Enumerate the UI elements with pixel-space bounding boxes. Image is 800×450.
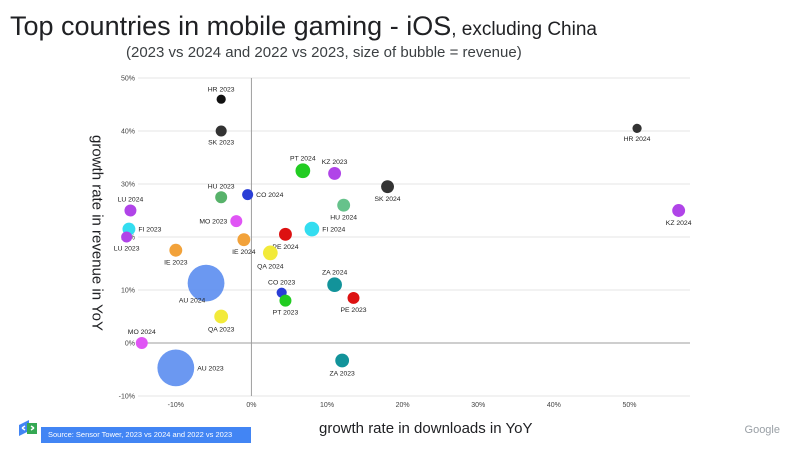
bubble-point <box>327 277 342 293</box>
bubble-label: LU 2024 <box>118 197 144 204</box>
bubble-label: AU 2024 <box>179 298 206 305</box>
bubble-label: PT 2024 <box>290 155 316 162</box>
y-tick-label: 0% <box>125 341 135 348</box>
bubble-label: IE 2023 <box>164 260 188 267</box>
bubble-label: ZA 2024 <box>322 269 348 276</box>
bubble-label: MO 2024 <box>128 329 156 336</box>
bubble-label: HU 2023 <box>208 183 235 190</box>
bubble-point <box>124 204 137 217</box>
bubble-point <box>632 123 642 133</box>
chart-title: Top countries in mobile gaming - iOS, ex… <box>10 6 597 43</box>
bubble-point <box>328 166 342 180</box>
y-tick-label: 10% <box>121 288 135 295</box>
chart-title-main: Top countries in mobile gaming - iOS <box>10 11 452 41</box>
bubble-point <box>237 233 251 247</box>
bubble-point <box>279 294 292 307</box>
chart-title-suffix: , excluding China <box>451 19 597 40</box>
bubble-label: PT 2023 <box>273 310 299 317</box>
bubble-label: FI 2023 <box>138 227 161 234</box>
source-note: Source: Sensor Tower, 2023 vs 2024 and 2… <box>41 427 251 443</box>
y-axis-label: growth rate in revenue in YoY <box>88 135 106 331</box>
bubble-point <box>381 180 394 194</box>
bubble-point <box>157 349 195 387</box>
bubble-label: SK 2024 <box>374 196 400 203</box>
bubble-point <box>335 353 350 368</box>
bubble-label: HU 2024 <box>330 215 357 222</box>
bubble-label: IE 2024 <box>232 249 256 256</box>
x-tick-label: 30% <box>471 402 485 409</box>
bubble-point <box>230 215 243 228</box>
bubble-label: FI 2024 <box>322 227 345 234</box>
bubble-point <box>279 227 292 241</box>
bubble-point <box>295 163 311 179</box>
bubble-point <box>304 221 320 237</box>
bubble-label: HR 2023 <box>208 87 235 94</box>
bubble-point <box>216 94 226 104</box>
y-tick-label: 30% <box>121 182 135 189</box>
bubble-label: MO 2023 <box>199 219 227 226</box>
y-tick-label: 50% <box>121 76 135 83</box>
bubble-label: ZA 2023 <box>330 370 356 377</box>
bubble-point <box>337 198 351 212</box>
bubble-label: SK 2023 <box>208 140 234 147</box>
bubble-label: KZ 2024 <box>666 220 692 227</box>
bubble-label: CO 2024 <box>256 192 283 199</box>
bubble-point <box>214 309 229 324</box>
bubble-label: AU 2023 <box>197 365 224 372</box>
x-tick-label: 10% <box>320 402 334 409</box>
x-tick-label: 50% <box>622 402 636 409</box>
bubble-point <box>187 264 225 302</box>
x-axis-label: growth rate in downloads in YoY <box>319 420 533 437</box>
chat-logo-icon <box>19 420 37 436</box>
bubble-label: PE 2024 <box>272 244 298 251</box>
x-tick-label: 20% <box>396 402 410 409</box>
chart-subtitle: (2023 vs 2024 and 2022 vs 2023, size of … <box>126 44 522 61</box>
bubble-label: PE 2023 <box>340 307 366 314</box>
bubble-point <box>135 337 148 349</box>
google-brand-logo: Google <box>744 424 780 436</box>
bubble-point <box>262 245 278 261</box>
bubble-point <box>672 204 686 217</box>
bubble-label: KZ 2023 <box>322 159 348 166</box>
bubble-point <box>347 291 360 304</box>
y-tick-label: -10% <box>119 394 135 401</box>
bubble-point <box>121 231 133 243</box>
bubble-point <box>215 125 227 137</box>
x-tick-label: -10% <box>168 402 184 409</box>
bubble-label: QA 2024 <box>257 263 284 270</box>
bubble-label: CO 2023 <box>268 280 295 287</box>
bubble-label: QA 2023 <box>208 326 235 333</box>
bubble-label: HR 2024 <box>624 136 651 143</box>
x-tick-label: 0% <box>246 402 256 409</box>
bubble-point <box>215 191 228 204</box>
y-tick-label: 40% <box>121 129 135 136</box>
bubble-label: LU 2023 <box>114 246 140 253</box>
bubble-point <box>169 243 183 257</box>
bubble-point <box>242 189 254 201</box>
x-tick-label: 40% <box>547 402 561 409</box>
